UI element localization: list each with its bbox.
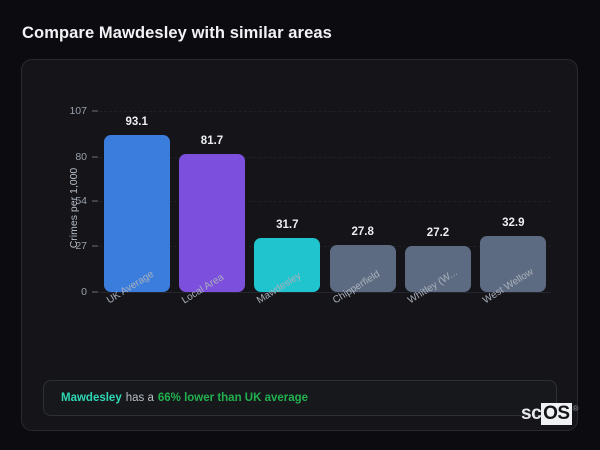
bar-value-label: 32.9 — [502, 217, 525, 230]
y-axis-tick-label: 54 — [75, 194, 87, 207]
insight-area-name: Mawdesley — [61, 392, 122, 404]
bar[interactable] — [480, 236, 547, 292]
logo-text-os: OS — [541, 403, 572, 425]
bar[interactable] — [254, 238, 321, 292]
insight-middle-text: has a — [125, 392, 154, 404]
bar-value-label: 93.1 — [125, 115, 148, 128]
scos-logo: sc OS ® — [521, 403, 579, 425]
bar-value-label: 31.7 — [276, 219, 299, 232]
x-axis-line — [99, 292, 551, 293]
gridline — [99, 246, 551, 248]
bar[interactable] — [179, 153, 245, 292]
registered-trademark-icon: ® — [572, 404, 579, 413]
gridline — [99, 200, 551, 202]
y-axis-tick-mark — [92, 200, 98, 202]
y-axis-tick-label: 27 — [75, 240, 87, 253]
y-axis-tick-labels: 0 27 54 80 107 — [42, 105, 87, 298]
bar[interactable] — [103, 134, 170, 292]
y-axis-tick-mark — [92, 156, 98, 158]
y-axis-tick-mark — [92, 245, 98, 247]
insight-callout: Mawdesley has a 66% lower than UK averag… — [43, 380, 557, 416]
gridline — [99, 156, 551, 158]
logo-text-sc: sc — [521, 403, 542, 424]
bar[interactable] — [405, 246, 471, 292]
gridline — [99, 111, 551, 112]
y-axis-title: Crimes per 1,000 — [68, 167, 80, 249]
plot-area: 93.1 81.7 31.7 27.8 27.2 32.9 — [99, 111, 551, 292]
bar-value-label: 27.2 — [426, 226, 450, 239]
y-axis-tick-label: 80 — [75, 150, 87, 163]
page-title: Compare Mawdesley with similar areas — [22, 24, 332, 42]
y-axis-tick-mark — [92, 291, 98, 293]
insight-statistic: 66% lower than UK average — [157, 392, 309, 404]
bar[interactable] — [329, 244, 396, 292]
bar-value-label: 27.8 — [351, 225, 374, 238]
y-axis-tick-mark — [92, 110, 98, 112]
bar-value-label: 81.7 — [200, 134, 224, 147]
y-axis-tick-label: 107 — [69, 105, 87, 117]
chart-card: 0 27 54 80 107 Crimes per 1,000 93.1 81.7 31.7… — [21, 59, 578, 431]
y-axis-tick-label: 0 — [81, 286, 87, 298]
y-axis-tick-marks — [42, 110, 102, 293]
